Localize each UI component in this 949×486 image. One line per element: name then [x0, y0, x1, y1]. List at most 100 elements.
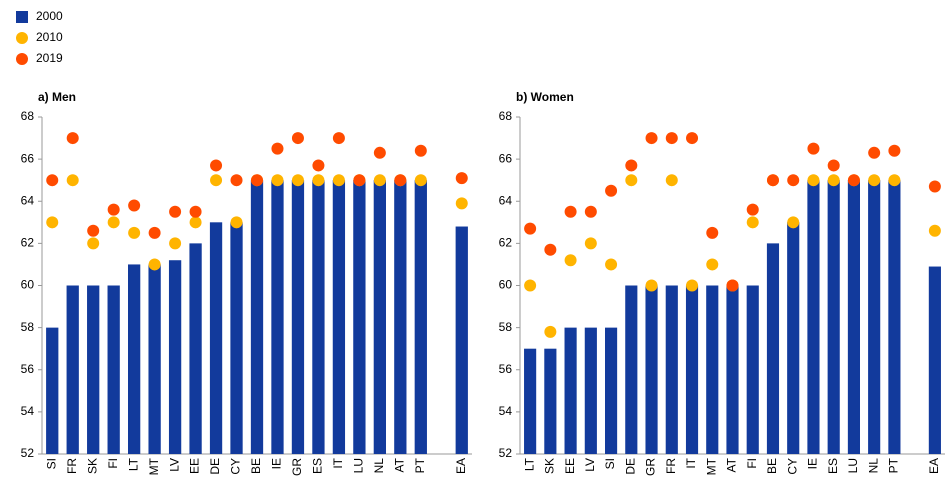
- legend-swatch: [16, 32, 28, 44]
- y-tick-label: 58: [499, 320, 513, 334]
- dot: [665, 174, 678, 187]
- dot: [686, 279, 699, 292]
- x-tick-label: IT: [684, 457, 698, 468]
- dot: [564, 254, 577, 267]
- y-tick-label: 54: [499, 404, 513, 418]
- y-tick-label: 58: [21, 320, 35, 334]
- dot: [584, 237, 597, 250]
- dot: [169, 237, 182, 250]
- dot: [148, 226, 161, 239]
- x-tick-label: LV: [583, 458, 597, 472]
- bar: [524, 348, 537, 454]
- dot: [189, 216, 202, 229]
- y-tick-label: 56: [499, 362, 513, 376]
- dot: [928, 180, 941, 193]
- y-tick-label: 60: [21, 278, 35, 292]
- bar: [128, 264, 141, 454]
- bar: [706, 285, 719, 454]
- legend-label: 2019: [36, 51, 63, 65]
- dot: [66, 174, 79, 187]
- x-tick-label: ES: [826, 458, 840, 474]
- y-tick-label: 64: [499, 193, 513, 207]
- dot: [888, 174, 901, 187]
- x-tick-label: GR: [644, 458, 658, 476]
- bar: [291, 180, 305, 454]
- dot: [544, 243, 557, 256]
- y-tick-label: 64: [21, 193, 35, 207]
- dot: [928, 224, 941, 237]
- x-tick-label: SI: [603, 458, 617, 469]
- y-tick-label: 62: [499, 236, 513, 250]
- bar: [625, 285, 638, 454]
- bar: [312, 180, 325, 454]
- dot: [746, 203, 759, 216]
- dot: [128, 199, 141, 212]
- x-tick-label: SK: [85, 458, 99, 474]
- dot: [564, 205, 577, 218]
- dot: [394, 174, 407, 187]
- dot: [787, 174, 800, 187]
- x-tick-label: MT: [147, 457, 161, 475]
- dot: [271, 174, 284, 187]
- bar: [787, 222, 800, 454]
- dot: [584, 205, 597, 218]
- x-tick-label: SI: [44, 458, 58, 469]
- dot: [230, 174, 243, 187]
- legend-swatch: [16, 53, 28, 65]
- dot: [230, 216, 243, 229]
- dot: [524, 279, 537, 292]
- x-tick-label: NL: [372, 458, 386, 474]
- x-tick-label: FR: [65, 458, 79, 474]
- bar: [584, 327, 597, 454]
- dot: [169, 205, 182, 218]
- chart-title: a) Men: [38, 90, 76, 104]
- x-tick-label: AT: [393, 457, 407, 472]
- y-tick-label: 66: [21, 151, 35, 165]
- x-tick-label: LT: [522, 457, 536, 471]
- dot: [625, 159, 638, 172]
- bar: [148, 264, 161, 454]
- dot: [645, 132, 658, 145]
- dot: [291, 132, 304, 145]
- dot: [46, 174, 59, 187]
- bar: [605, 327, 618, 454]
- dot: [686, 132, 699, 145]
- x-tick-label: NL: [866, 458, 880, 474]
- dot: [332, 174, 345, 187]
- chart-title: b) Women: [516, 90, 574, 104]
- x-tick-label: SK: [543, 458, 557, 474]
- dot: [87, 237, 100, 250]
- dot: [807, 174, 820, 187]
- x-tick-label: PT: [887, 457, 901, 473]
- dot: [332, 132, 345, 145]
- bar: [847, 180, 860, 454]
- bar: [564, 327, 577, 454]
- bar: [544, 348, 557, 454]
- dot: [66, 132, 79, 145]
- dot: [524, 222, 537, 235]
- dot: [373, 146, 386, 159]
- dot: [148, 258, 161, 271]
- x-tick-label: CY: [785, 458, 799, 475]
- bar: [766, 243, 780, 454]
- dot: [645, 279, 658, 292]
- dot: [210, 174, 223, 187]
- dot: [665, 132, 678, 145]
- bar: [209, 222, 223, 454]
- bar: [685, 285, 699, 454]
- dot: [107, 203, 120, 216]
- bar: [414, 180, 427, 454]
- bar: [230, 222, 243, 454]
- x-tick-label: IT: [331, 457, 345, 468]
- bar: [746, 285, 759, 454]
- bar: [645, 285, 658, 454]
- bar: [827, 180, 840, 454]
- bar: [868, 180, 881, 454]
- x-tick-label: EA: [927, 458, 941, 474]
- dot: [544, 325, 557, 338]
- x-tick-label: LU: [352, 458, 366, 473]
- x-tick-label: DE: [623, 458, 637, 475]
- legend-label: 2010: [36, 30, 63, 44]
- x-tick-label: DE: [208, 458, 222, 475]
- dot: [189, 205, 202, 218]
